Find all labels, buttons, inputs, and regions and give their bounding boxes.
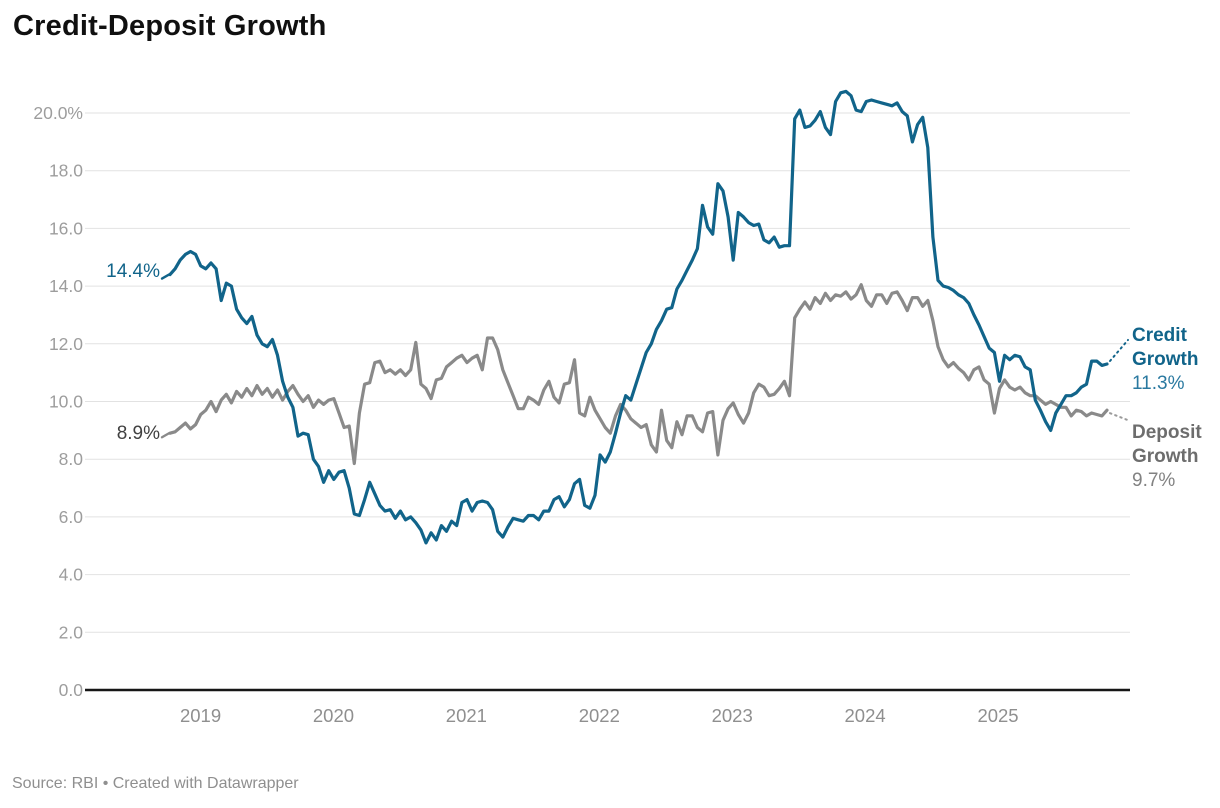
y-axis-tick-label: 16.0 [49,218,83,238]
end-label-connector [1109,338,1129,362]
y-axis-tick-label: 6.0 [59,507,84,527]
source-attribution: Source: RBI • Created with Datawrapper [12,775,299,792]
credit-line-end-label: Credit Growth 11.3% [1132,324,1216,396]
y-axis-tick-label: 0.0 [59,680,84,700]
x-axis-tick-label: 2020 [313,705,354,726]
x-axis-tick-label: 2023 [712,705,753,726]
y-axis-tick-label: 18.0 [49,161,83,181]
deposit-growth-line [168,283,1109,466]
end-label-connector [1109,412,1129,422]
credit-series-name: Credit Growth [1132,325,1199,370]
y-axis-tick-label: 2.0 [59,622,84,642]
deposit-series-name: Deposit Growth [1132,422,1202,467]
x-axis-tick-label: 2021 [446,705,487,726]
credit-end-value: 11.3% [1132,373,1185,394]
start-label-connector [160,432,171,439]
deposit-start-value-label: 8.9% [116,423,160,444]
y-axis-tick-label: 20.0% [33,103,83,123]
start-label-connector [160,273,171,280]
credit-growth-line [168,89,1109,545]
y-axis-tick-label: 12.0 [49,334,83,354]
y-axis-tick-label: 8.0 [59,449,84,469]
y-axis-tick-label: 4.0 [59,565,84,585]
x-axis-tick-label: 2024 [845,705,886,726]
deposit-end-value: 9.7% [1132,470,1176,491]
page-title: Credit-Deposit Growth [13,10,327,42]
y-axis-tick-label: 10.0 [49,392,83,412]
x-axis-tick-label: 2022 [579,705,620,726]
x-axis-tick-label: 2025 [977,705,1018,726]
credit-start-value-label: 14.4% [106,261,160,282]
deposit-line-end-label: Deposit Growth 9.7% [1132,421,1216,493]
x-axis-tick-label: 2019 [180,705,221,726]
y-axis-tick-label: 14.0 [49,276,83,296]
